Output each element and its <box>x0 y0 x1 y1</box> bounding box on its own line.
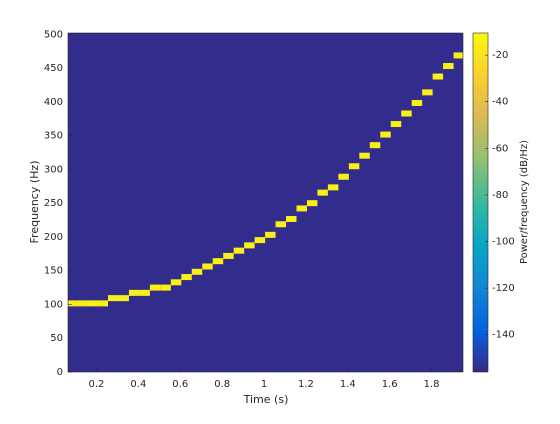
colorbar-label: Power/frequency (dB/Hz) <box>519 140 530 264</box>
heatmap-cell <box>422 89 433 96</box>
y-tick-label: 350 <box>44 131 63 142</box>
heatmap-cell <box>432 73 444 80</box>
colorbar-tick-label: -80 <box>492 190 508 201</box>
heatmap-cell <box>411 99 423 106</box>
y-tick-label: 400 <box>44 97 63 108</box>
heatmap-cell <box>453 52 463 59</box>
y-tick-label: 100 <box>44 299 63 310</box>
heatmap-cell <box>390 121 402 128</box>
heatmap-cell <box>128 289 140 296</box>
y-tick-label: 250 <box>44 198 63 209</box>
heatmap-cell <box>212 258 224 265</box>
y-tick-label: 300 <box>44 164 63 175</box>
heatmap-cell <box>265 231 276 238</box>
heatmap-cell <box>118 295 129 302</box>
heatmap-cell <box>233 247 245 254</box>
heatmap-cell <box>181 274 192 281</box>
heatmap-cell <box>191 268 203 275</box>
heatmap-cell <box>68 300 77 307</box>
axes-box <box>67 32 464 373</box>
heatmap-cell <box>202 263 213 270</box>
heatmap-cell <box>87 300 98 307</box>
x-tick-label: 1.8 <box>424 379 440 390</box>
heatmap-background <box>68 33 463 372</box>
y-tick-label: 450 <box>44 63 63 74</box>
x-tick-label: 0.2 <box>89 379 105 390</box>
heatmap-cell <box>380 131 391 138</box>
heatmap-cell <box>275 221 287 228</box>
colorbar <box>472 32 489 373</box>
heatmap-cell <box>317 189 328 196</box>
heatmap-cell <box>338 173 349 180</box>
x-axis-label: Time (s) <box>243 393 289 406</box>
heatmap-cell <box>359 152 370 159</box>
y-tick-label: 500 <box>44 29 63 40</box>
heatmap-cell <box>108 295 119 302</box>
x-tick-label: 1.4 <box>340 379 356 390</box>
x-tick-label: 0.4 <box>130 379 146 390</box>
colorbar-tick-label: -40 <box>492 97 508 108</box>
heatmap-cell <box>401 110 412 117</box>
heatmap-cell <box>296 205 307 212</box>
heatmap-cell <box>327 184 339 191</box>
x-tick-label: 0.8 <box>214 379 230 390</box>
colorbar-tick-label: -20 <box>492 50 508 61</box>
colorbar-tick-label: -100 <box>492 237 515 248</box>
y-tick-label: 150 <box>44 266 63 277</box>
heatmap-cell <box>306 200 318 207</box>
heatmap-cell <box>369 142 381 149</box>
heatmap-cell <box>286 215 297 222</box>
colorbar-tick-label: -140 <box>492 330 515 341</box>
y-tick-label: 0 <box>57 367 63 378</box>
heatmap-cell <box>76 300 88 307</box>
colorbar-tick-label: -60 <box>492 143 508 154</box>
heatmap-cell <box>160 284 171 291</box>
heatmap-cell <box>348 163 360 170</box>
heatmap-cell <box>139 289 150 296</box>
x-tick-label: 0.6 <box>172 379 188 390</box>
heatmap-cell <box>223 252 234 259</box>
x-tick-label: 1.2 <box>298 379 314 390</box>
heatmap-cell <box>149 284 161 291</box>
heatmap-cell <box>97 300 109 307</box>
y-axis-label: Frequency (Hz) <box>28 161 41 244</box>
heatmap-cell <box>443 63 454 70</box>
x-tick-label: 1.6 <box>382 379 398 390</box>
colorbar-tick-label: -120 <box>492 283 515 294</box>
y-tick-label: 200 <box>44 232 63 243</box>
heatmap-cell <box>170 279 182 286</box>
y-tick-label: 50 <box>50 333 63 344</box>
heatmap-cell <box>254 237 266 244</box>
heatmap-cell <box>244 242 255 249</box>
x-tick-label: 1 <box>261 379 267 390</box>
